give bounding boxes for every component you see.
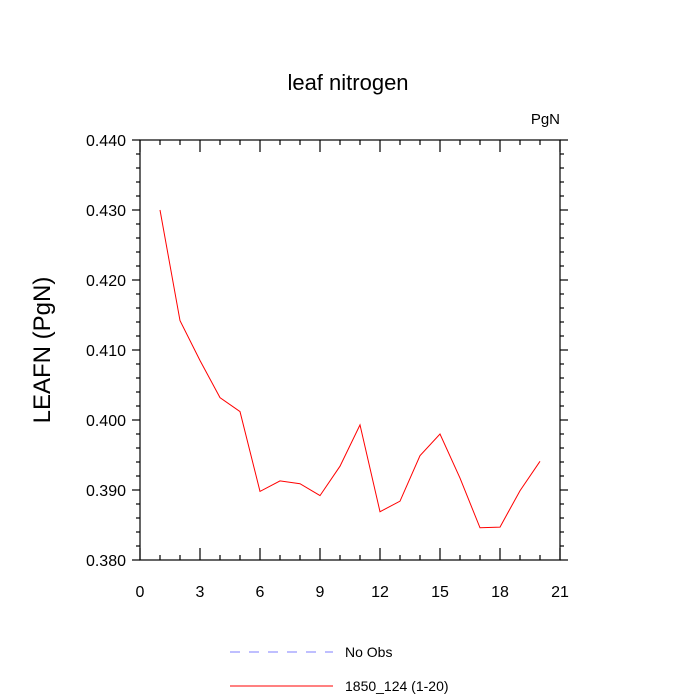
- x-tick-label: 12: [371, 584, 389, 601]
- chart-title: leaf nitrogen: [287, 70, 408, 95]
- x-tick-label: 3: [196, 584, 205, 601]
- y-tick-label: 0.420: [86, 273, 126, 290]
- y-tick-label: 0.390: [86, 483, 126, 500]
- tick-labels: 0 3 6 9 12 15 18 21 0.380 0.390 0.400 0.410 0.420 0.4…: [86, 133, 569, 601]
- legend-label: No Obs: [345, 644, 392, 660]
- x-tick-label: 9: [316, 584, 325, 601]
- y-tick-label: 0.400: [86, 413, 126, 430]
- x-tick-label: 21: [551, 584, 569, 601]
- y-tick-label: 0.430: [86, 203, 126, 220]
- y-tick-label: 0.380: [86, 553, 126, 570]
- series-line: [159, 209, 541, 529]
- axis-ticks: [132, 139, 568, 561]
- y-tick-label: 0.410: [86, 343, 126, 360]
- x-tick-label: 15: [431, 584, 449, 601]
- units-label: PgN: [531, 111, 560, 128]
- x-tick-label: 0: [136, 584, 145, 601]
- y-axis-label: LEAFN (PgN): [29, 277, 56, 424]
- x-tick-label: 6: [256, 584, 265, 601]
- legend-label: 1850_124 (1-20): [345, 678, 449, 694]
- legend: No Obs 1850_124 (1-20): [230, 644, 449, 694]
- plot-frame: [139, 139, 561, 561]
- plot-area: [159, 209, 541, 529]
- x-tick-label: 18: [491, 584, 509, 601]
- y-tick-label: 0.440: [86, 133, 126, 150]
